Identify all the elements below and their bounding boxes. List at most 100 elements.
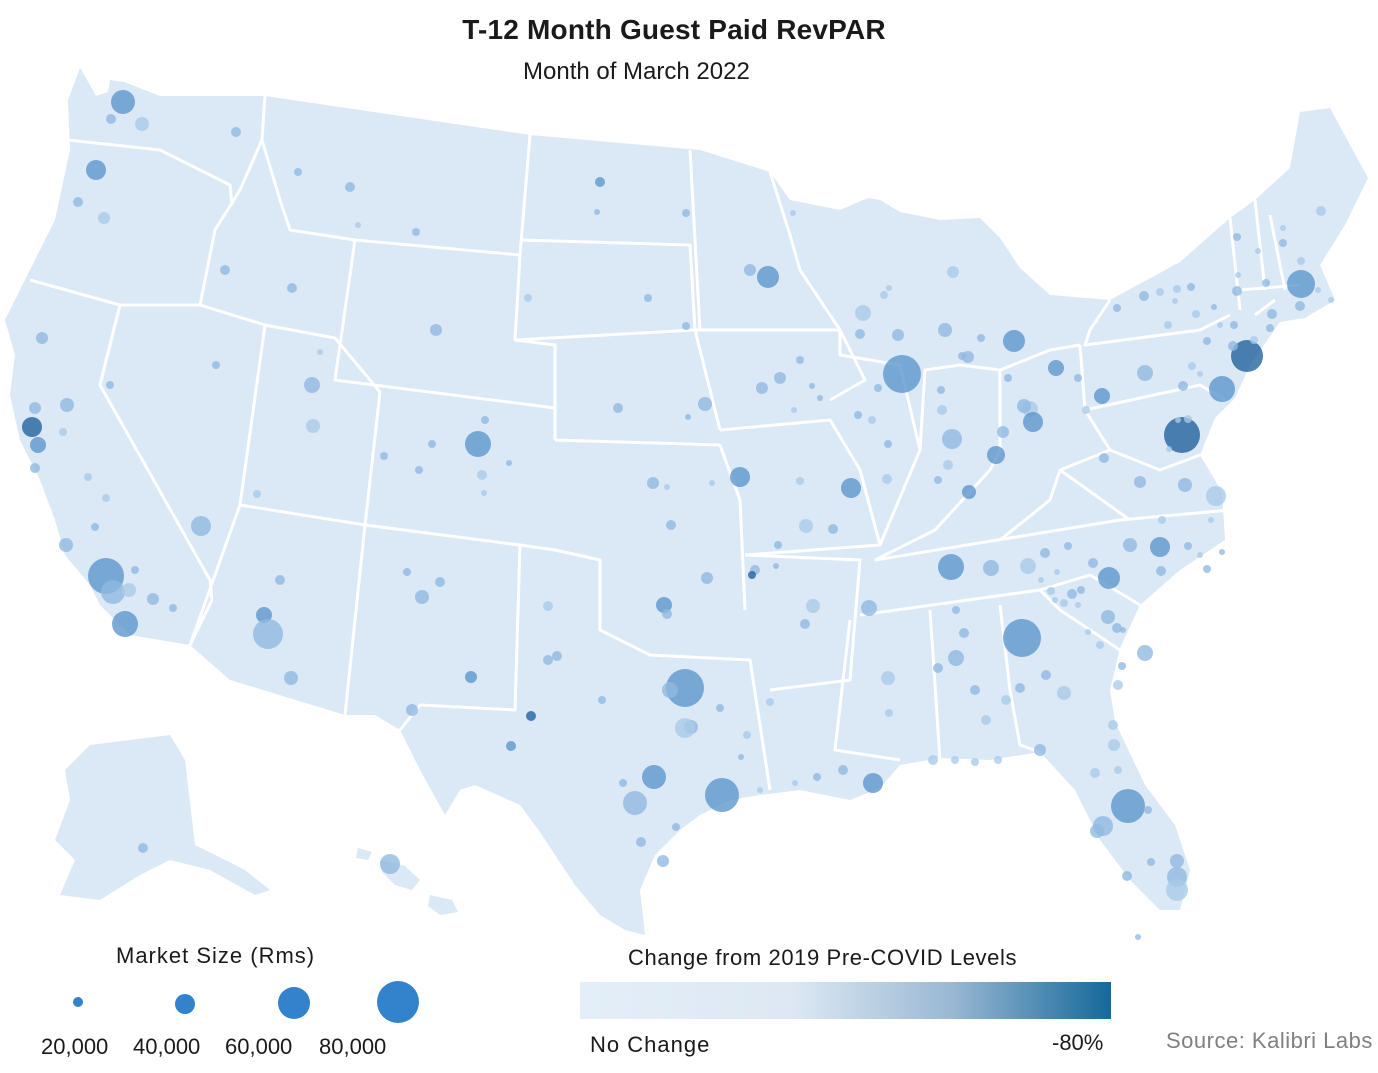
market-bubble [656, 597, 672, 613]
market-bubble [997, 426, 1009, 438]
market-bubble [1047, 587, 1055, 595]
market-bubble [1099, 453, 1109, 463]
market-bubble [1144, 806, 1152, 814]
market-bubble [613, 403, 623, 413]
market-bubble [1113, 304, 1121, 312]
market-bubble [1003, 619, 1041, 657]
market-bubble [644, 294, 652, 302]
market-bubble [91, 523, 99, 531]
color-gradient-bar [580, 982, 1111, 1019]
market-bubble [304, 377, 320, 393]
market-bubble [885, 709, 893, 717]
market-bubble [892, 329, 904, 341]
market-bubble [1088, 558, 1098, 568]
market-bubble [1173, 285, 1181, 293]
market-bubble [30, 463, 40, 473]
market-bubble [1208, 517, 1214, 523]
market-bubble [1096, 641, 1104, 649]
market-bubble [1054, 569, 1060, 575]
market-bubble [1060, 599, 1068, 607]
market-bubble [662, 609, 672, 619]
map-title: T-12 Month Guest Paid RevPAR [462, 14, 886, 45]
market-bubble [886, 285, 892, 291]
market-bubble [937, 405, 947, 415]
market-bubble [191, 516, 211, 536]
market-bubble [1166, 879, 1188, 901]
market-bubble [738, 754, 744, 760]
market-bubble [947, 266, 959, 278]
market-bubble [855, 329, 865, 339]
size-legend-label-80000: 80,000 [319, 1034, 387, 1059]
color-legend-title: Change from 2019 Pre-COVID Levels [628, 945, 1018, 970]
market-bubble [1203, 565, 1211, 573]
market-bubble [666, 520, 676, 530]
market-bubble [1074, 374, 1082, 382]
size-legend-label-60000: 60,000 [225, 1034, 293, 1059]
alaska-shape [55, 735, 270, 900]
market-bubble [1038, 577, 1044, 583]
market-bubble [1135, 934, 1141, 940]
market-bubble [647, 477, 659, 489]
market-bubble [106, 381, 114, 389]
market-bubble [147, 593, 159, 605]
market-bubble [1297, 257, 1305, 265]
market-bubble [698, 397, 712, 411]
market-bubble [942, 429, 962, 449]
market-bubble [1113, 680, 1123, 690]
market-bubble [1017, 399, 1031, 413]
market-bubble [1101, 610, 1115, 624]
gradient-low-label: No Change [590, 1032, 711, 1057]
market-bubble [981, 715, 991, 725]
map-subtitle: Month of March 2022 [523, 58, 750, 85]
market-bubble [701, 572, 713, 584]
market-bubble [1178, 381, 1188, 391]
market-bubble [943, 460, 953, 470]
market-bubble [1255, 248, 1261, 254]
market-bubble [1156, 566, 1166, 576]
market-bubble [799, 519, 813, 533]
market-bubble [970, 685, 980, 695]
market-bubble [1137, 645, 1153, 661]
market-bubble [1077, 586, 1085, 594]
market-bubble [415, 466, 423, 474]
market-bubble [854, 411, 862, 419]
market-bubble [287, 283, 297, 293]
market-bubble [806, 599, 820, 613]
market-bubble [883, 355, 921, 393]
market-bubble [106, 114, 116, 124]
market-bubble [705, 778, 739, 812]
market-bubble [345, 182, 355, 192]
market-bubble [828, 524, 838, 534]
market-bubble [1172, 298, 1178, 304]
market-bubble [1250, 336, 1258, 344]
market-bubble [1316, 206, 1326, 216]
market-bubble [1108, 739, 1120, 751]
size-legend-circle-80000 [377, 981, 419, 1023]
market-bubble [1048, 360, 1064, 376]
market-bubble [951, 756, 959, 764]
market-bubble [412, 228, 420, 236]
market-bubble [868, 416, 876, 424]
market-bubble [1209, 376, 1235, 402]
market-bubble [275, 575, 285, 585]
market-bubble [22, 417, 42, 437]
market-bubble [111, 90, 135, 114]
market-bubble [952, 606, 960, 614]
market-bubble [253, 490, 261, 498]
market-bubble [1230, 321, 1238, 329]
market-bubble [1085, 629, 1091, 635]
market-bubble [861, 600, 877, 616]
market-bubble [791, 407, 797, 413]
market-bubble [730, 467, 750, 487]
market-bubble [1156, 288, 1164, 296]
market-bubble [101, 580, 125, 604]
market-bubble [1114, 766, 1122, 774]
market-bubble [60, 398, 74, 412]
market-bubble [709, 480, 715, 486]
size-legend-circle-40000 [175, 994, 195, 1014]
market-bubble [477, 470, 487, 480]
market-bubble [1067, 589, 1077, 599]
market-bubble [959, 628, 969, 638]
market-bubble [59, 538, 73, 552]
